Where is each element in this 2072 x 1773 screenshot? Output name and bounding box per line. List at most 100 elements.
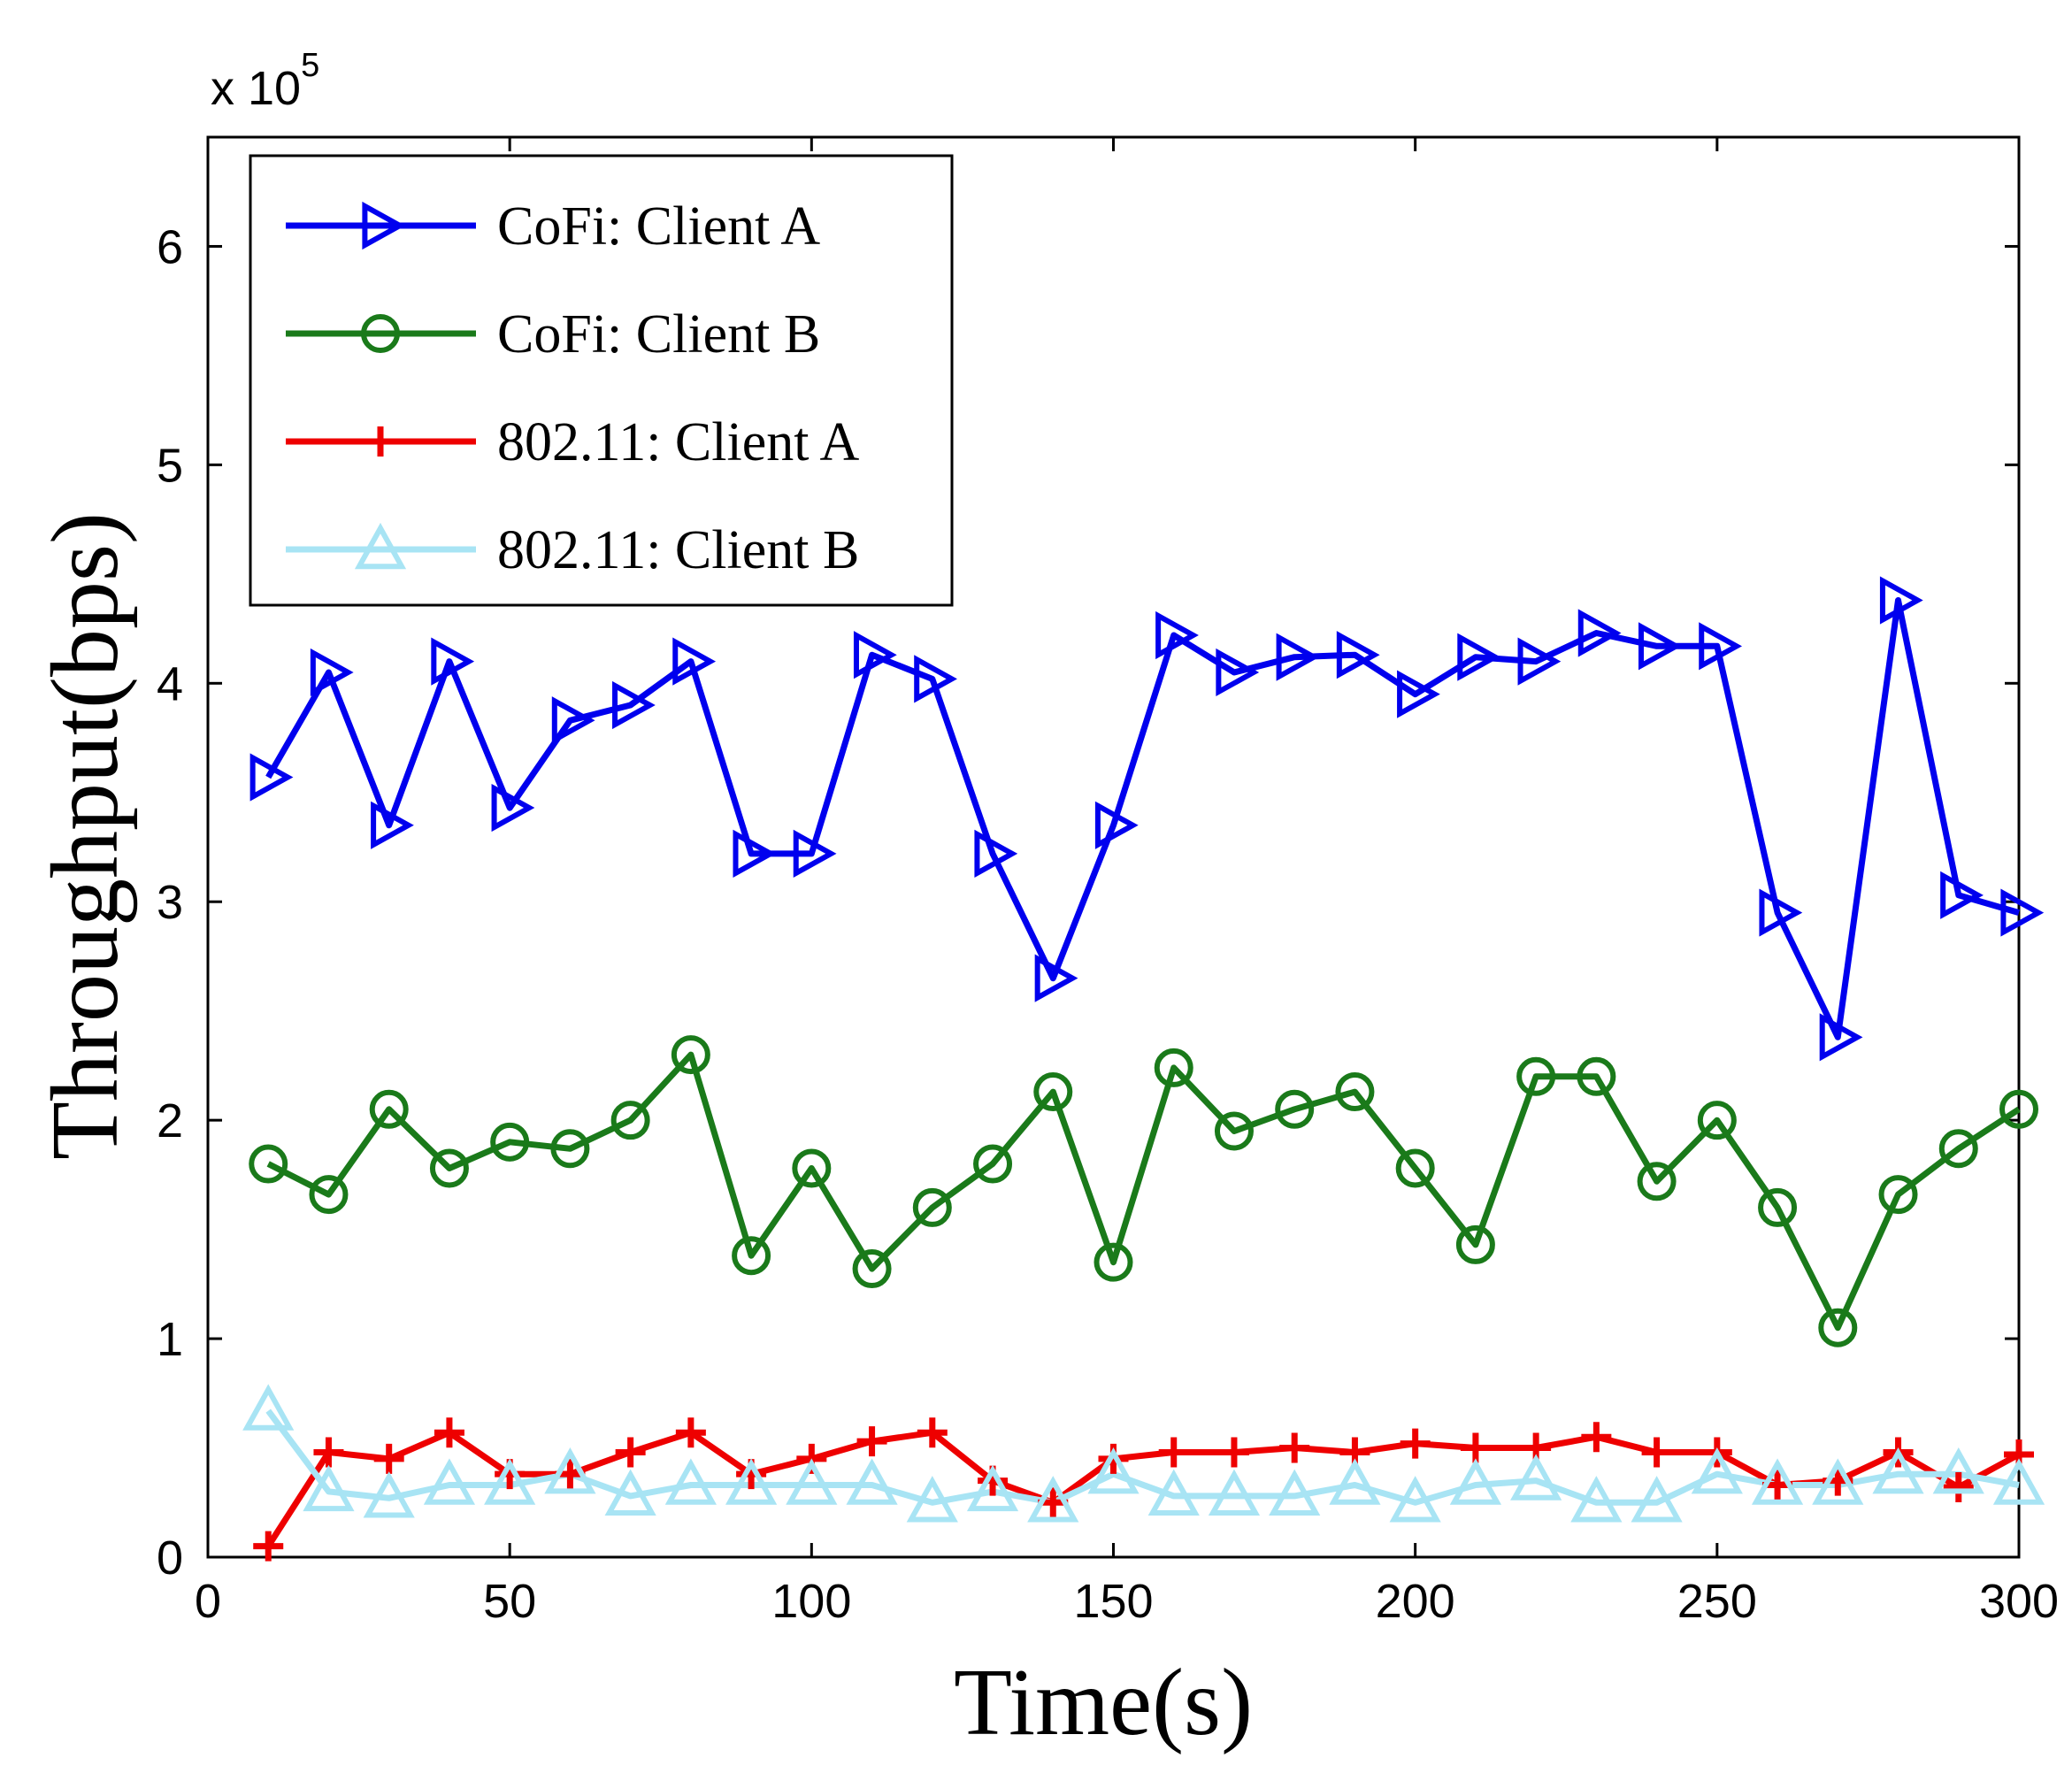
data-point — [1510, 1454, 1562, 1501]
series-markers-3 — [242, 1384, 2045, 1523]
data-point — [917, 1417, 948, 1448]
data-point — [1818, 1308, 1858, 1347]
data-point — [786, 1458, 838, 1505]
data-point — [966, 1464, 1019, 1512]
y-tick-label: 6 — [157, 220, 183, 273]
data-point — [1812, 1458, 1864, 1505]
data-point — [310, 648, 354, 697]
y-axis-label: Throughput(bps) — [33, 512, 138, 1160]
data-point — [1034, 954, 1078, 1002]
y-tick-label: 0 — [157, 1531, 183, 1585]
data-point — [1094, 801, 1139, 849]
data-point — [1943, 1471, 1974, 1502]
data-point — [551, 696, 595, 745]
data-point — [1641, 1437, 1672, 1468]
legend-entry-2: 802.11: Client A — [286, 412, 860, 472]
data-point — [1940, 871, 1984, 919]
data-point — [1819, 1013, 1863, 1062]
data-point — [612, 680, 656, 730]
x-tick-label: 250 — [1677, 1575, 1757, 1628]
data-point — [610, 1101, 650, 1140]
data-point — [309, 1175, 349, 1215]
data-point — [423, 1458, 476, 1505]
data-point — [1269, 1469, 1321, 1516]
data-point — [906, 1476, 958, 1523]
data-point — [1992, 1458, 2045, 1505]
y-tick-label: 2 — [157, 1094, 183, 1147]
data-point — [249, 753, 294, 802]
x-tick-label: 100 — [771, 1575, 851, 1628]
y-tick-label: 1 — [157, 1313, 183, 1366]
data-point — [1691, 1447, 1743, 1494]
data-point — [1094, 1242, 1133, 1282]
legend-label: 802.11: Client A — [497, 412, 860, 472]
data-point — [1336, 631, 1380, 679]
data-point — [792, 1148, 832, 1188]
data-point — [733, 829, 777, 879]
data-point — [725, 1458, 778, 1505]
data-point — [1516, 1056, 1556, 1096]
data-point — [550, 1129, 590, 1169]
x-tick-label: 0 — [195, 1575, 221, 1628]
data-point — [249, 1144, 288, 1184]
data-point — [1872, 1447, 1924, 1494]
series-markers — [242, 576, 2045, 1562]
data-point — [1147, 1469, 1200, 1516]
data-point — [732, 1236, 771, 1276]
data-point — [491, 783, 535, 833]
data-point — [490, 1122, 530, 1162]
data-point — [1637, 1162, 1677, 1201]
data-point — [431, 637, 475, 686]
data-point — [1751, 1458, 1804, 1505]
data-point — [1155, 610, 1199, 660]
data-point — [1517, 637, 1562, 686]
data-point — [974, 829, 1018, 879]
data-point — [1631, 1476, 1683, 1523]
data-point — [484, 1458, 536, 1505]
legend-marker — [361, 314, 400, 353]
data-point — [1397, 670, 1440, 718]
plot-area — [206, 135, 2045, 1562]
y-tick-label: 3 — [157, 876, 183, 929]
data-point — [313, 1437, 344, 1468]
data-point — [664, 1458, 717, 1505]
data-point — [1218, 1437, 1249, 1468]
data-point — [1275, 1089, 1315, 1129]
axis-ticks — [206, 137, 2021, 1559]
data-point — [369, 1089, 409, 1129]
data-point — [434, 1417, 464, 1448]
legend-label: 802.11: Client B — [497, 520, 859, 580]
legend-label: CoFi: Client A — [497, 196, 820, 257]
data-point — [1276, 633, 1320, 681]
data-point — [1577, 1056, 1616, 1096]
series-markers-2 — [253, 1417, 2034, 1562]
data-point — [912, 1187, 952, 1227]
y-tick-label: 4 — [157, 657, 183, 710]
data-point — [1335, 1072, 1375, 1112]
legend-marker — [362, 201, 406, 250]
data-point — [1699, 622, 1743, 671]
data-point — [1087, 1447, 1140, 1494]
x-tick-label: 50 — [483, 1575, 536, 1628]
legend: CoFi: Client A CoFi: Client B 802.11: Clie… — [249, 154, 954, 607]
tick-labels: 0 50 100 150 200 250 300 0 1 2 3 4 5 6 — [157, 220, 2059, 1628]
data-point — [1577, 609, 1622, 657]
data-point — [1455, 1224, 1495, 1264]
data-point — [856, 1426, 887, 1457]
data-point — [303, 1464, 355, 1512]
data-point — [371, 801, 414, 849]
data-point — [544, 1447, 596, 1494]
legend-entry-3: 802.11: Client B — [286, 520, 859, 580]
data-point — [253, 1531, 284, 1562]
data-point — [1329, 1458, 1381, 1505]
y-tick-label: 5 — [157, 439, 183, 492]
legend-entry-0: CoFi: Client A — [286, 196, 820, 257]
data-point — [672, 637, 717, 686]
data-point — [604, 1469, 656, 1516]
data-point — [1154, 1048, 1193, 1087]
data-point — [1570, 1476, 1623, 1523]
data-point — [675, 1417, 706, 1448]
data-point — [1759, 888, 1803, 937]
x-tick-label: 150 — [1073, 1575, 1153, 1628]
data-point — [1389, 1476, 1441, 1523]
